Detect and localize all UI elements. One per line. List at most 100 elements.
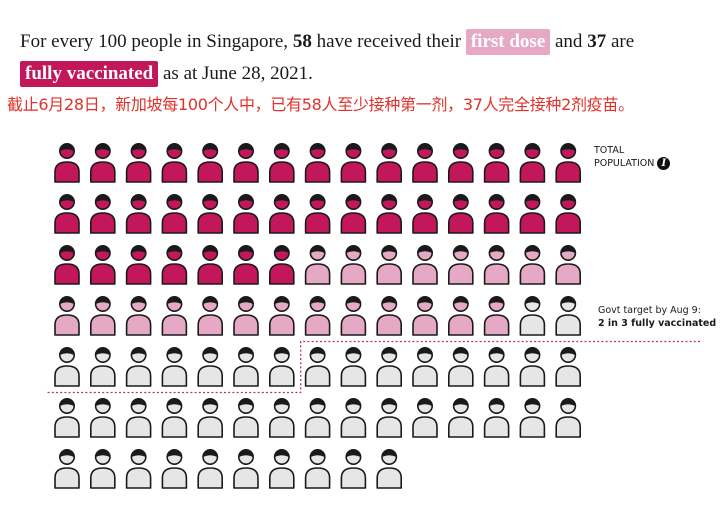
person-icon-first-dose [340, 295, 367, 336]
person-icon-fully-vaccinated [197, 245, 223, 285]
person-icon-first-dose [197, 295, 223, 336]
person-icon-first-dose [90, 295, 116, 336]
person-icon-first-dose [555, 245, 581, 285]
person-icon-fully-vaccinated [412, 143, 438, 183]
person-icon-unvaccinated [90, 448, 116, 489]
person-icon-first-dose [448, 245, 474, 285]
pictogram-chart [47, 143, 700, 489]
legend-total-line1: TOTAL [594, 145, 625, 156]
person-icon-first-dose [304, 295, 331, 336]
person-icon-unvaccinated [197, 397, 223, 438]
target-boundary-line [47, 340, 700, 394]
headline-text-1: For every 100 people in Singapore, [20, 31, 293, 52]
person-icon-unvaccinated [483, 346, 510, 387]
person-icon-fully-vaccinated [54, 143, 80, 183]
first-dose-pill: first dose [465, 29, 551, 55]
person-icon-unvaccinated [125, 448, 152, 489]
person-icon-unvaccinated [340, 448, 367, 489]
person-icon-first-dose [376, 295, 402, 336]
person-icon-first-dose [54, 295, 80, 336]
person-icon-fully-vaccinated [304, 143, 331, 183]
person-icon-fully-vaccinated [54, 194, 80, 234]
person-icon-fully-vaccinated [197, 143, 223, 183]
person-icon-fully-vaccinated [340, 194, 367, 234]
person-icon-unvaccinated [376, 448, 402, 489]
person-icon-fully-vaccinated [233, 143, 259, 183]
headline-text-5: as at June 28, 2021. [158, 63, 313, 84]
person-icon-fully-vaccinated [233, 245, 259, 285]
person-icon-fully-vaccinated [90, 194, 116, 234]
person-icon-unvaccinated [555, 346, 581, 387]
person-icon-fully-vaccinated [90, 245, 116, 285]
person-icon-unvaccinated [269, 448, 295, 489]
fully-vaccinated-pill: fully vaccinated [20, 61, 159, 87]
person-icon-unvaccinated [304, 448, 331, 489]
person-icon-unvaccinated [125, 346, 152, 387]
person-icon-unvaccinated [304, 346, 331, 387]
person-icon-unvaccinated [233, 448, 259, 489]
target-note-line1: Govt target by Aug 9: [598, 305, 701, 316]
person-icon-first-dose [483, 295, 510, 336]
person-icon-unvaccinated [54, 346, 80, 387]
person-icon-unvaccinated [90, 346, 116, 387]
person-icon-fully-vaccinated [483, 143, 510, 183]
person-icon-unvaccinated [519, 346, 546, 387]
headline-text-2: have received their [311, 31, 466, 52]
person-icon-unvaccinated [376, 346, 402, 387]
person-icon-first-dose [376, 245, 402, 285]
person-icon-unvaccinated [125, 397, 152, 438]
person-icon-fully-vaccinated [161, 245, 188, 285]
person-icon-unvaccinated [233, 397, 259, 438]
person-icon-first-dose [304, 245, 331, 285]
person-icon-fully-vaccinated [376, 194, 402, 234]
total-population-legend: TOTAL POPULATION i [594, 144, 694, 170]
person-icon-unvaccinated [233, 346, 259, 387]
person-icon-fully-vaccinated [161, 194, 188, 234]
first-dose-count: 58 [292, 31, 312, 52]
person-icon-unvaccinated [197, 448, 223, 489]
person-icon-first-dose [340, 245, 367, 285]
person-icon-unvaccinated [269, 346, 295, 387]
person-icon-unvaccinated [161, 448, 188, 489]
person-icon-first-dose [519, 245, 546, 285]
info-icon[interactable]: i [657, 157, 671, 170]
person-icon-first-dose [412, 245, 438, 285]
person-icon-unvaccinated [304, 397, 331, 438]
person-icon-unvaccinated [412, 346, 438, 387]
target-note-line2: 2 in 3 fully vaccinated [598, 318, 717, 329]
person-icon-first-dose [412, 295, 438, 336]
person-icon-fully-vaccinated [269, 245, 295, 285]
person-icon-fully-vaccinated [448, 194, 474, 234]
person-icon-fully-vaccinated [555, 143, 581, 183]
person-icon-fully-vaccinated [54, 245, 80, 285]
person-icon-unvaccinated [555, 397, 581, 438]
person-icon-unvaccinated [340, 397, 367, 438]
person-icon-unvaccinated [519, 295, 546, 336]
person-icon-first-dose [161, 295, 188, 336]
person-icon-unvaccinated [161, 397, 188, 438]
person-icon-fully-vaccinated [519, 143, 546, 183]
person-icon-first-dose [125, 295, 152, 336]
person-icon-unvaccinated [90, 397, 116, 438]
person-icon-unvaccinated [340, 346, 367, 387]
target-note: Govt target by Aug 9: 2 in 3 fully vacci… [598, 304, 728, 330]
person-icon-unvaccinated [519, 397, 546, 438]
person-icon-fully-vaccinated [340, 143, 367, 183]
person-icon-fully-vaccinated [483, 194, 510, 234]
person-icon-fully-vaccinated [233, 194, 259, 234]
person-icon-first-dose [448, 295, 474, 336]
person-icon-fully-vaccinated [161, 143, 188, 183]
person-icon-fully-vaccinated [412, 194, 438, 234]
person-icon-unvaccinated [555, 295, 581, 336]
person-icon-fully-vaccinated [90, 143, 116, 183]
person-icon-fully-vaccinated [125, 143, 152, 183]
person-icon-fully-vaccinated [304, 194, 331, 234]
person-icon-unvaccinated [161, 346, 188, 387]
person-icon-unvaccinated [54, 448, 80, 489]
person-icon-first-dose [483, 245, 510, 285]
chinese-subtitle: 截止6月28日，新加坡每100个人中，已有58人至少接种第一剂，37人完全接种2… [7, 95, 634, 114]
headline-text-4: are [606, 31, 635, 52]
person-icon-unvaccinated [197, 346, 223, 387]
person-icon-unvaccinated [54, 397, 80, 438]
person-icon-first-dose [269, 295, 295, 336]
